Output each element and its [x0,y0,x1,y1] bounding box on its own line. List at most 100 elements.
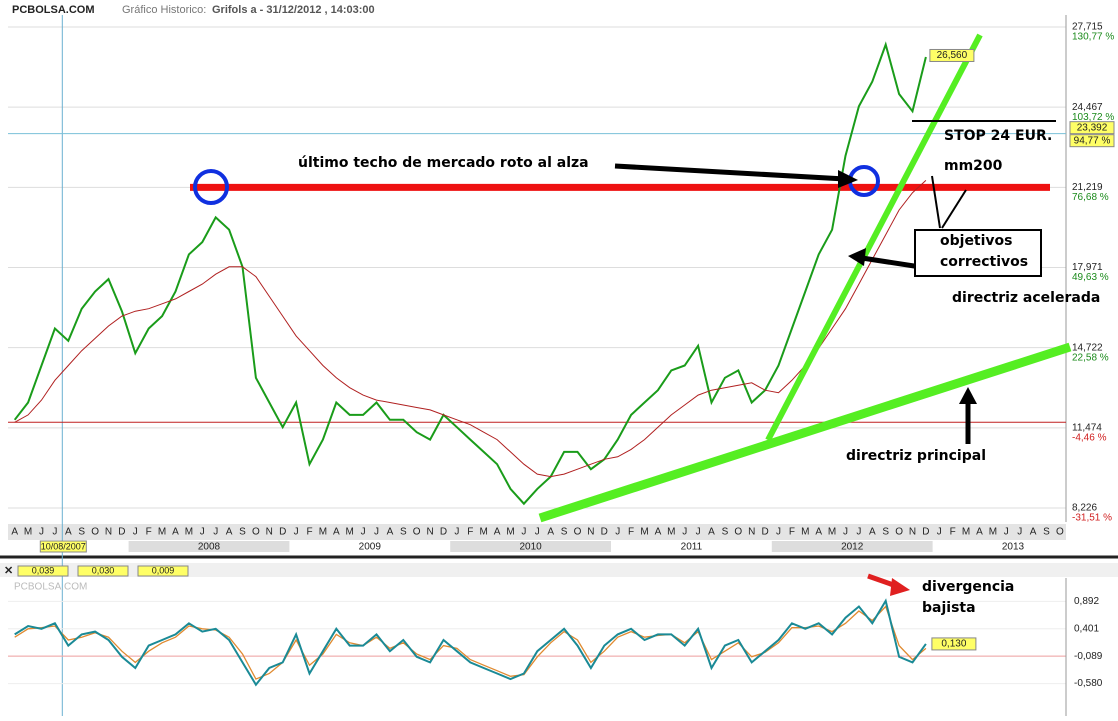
x-tick-label: J [682,527,687,538]
x-tick-label: J [454,527,459,538]
readout: 0,009 [152,565,175,575]
year-label: 2008 [198,542,221,553]
close-icon[interactable]: ✕ [4,565,13,577]
x-tick-label: M [480,527,488,538]
y-tick-label: 17,971 [1072,262,1103,273]
x-tick-label: M [346,527,354,538]
annotation: divergencia [922,579,1014,595]
x-tick-label: N [587,527,594,538]
x-tick-label: A [708,527,715,538]
x-tick-label: A [494,527,501,538]
readout-box [137,565,189,577]
x-tick-label: O [413,527,421,538]
y-tick-label: 27,715 [1072,22,1103,33]
cursor-price: 23,392 [1077,122,1108,133]
x-tick-label: N [266,527,273,538]
cursor-date: 10/08/2007 [41,541,86,551]
x-tick-label: A [655,527,662,538]
osc-toolbar [0,563,1118,577]
x-tick-label: J [1004,527,1009,538]
x-tick-label: F [467,527,473,538]
x-tick-label: A [976,527,983,538]
x-tick-label: J [856,527,861,538]
annotation: último techo de mercado roto al alza [298,155,589,171]
x-tick-label: D [922,527,929,538]
osc-line [14,598,927,687]
x-tick-label: O [734,527,742,538]
osc-last-box [931,637,977,651]
year-label: 2012 [841,542,864,553]
year-label: 2011 [681,542,703,553]
x-tick-label: J [776,527,781,538]
x-tick-label: M [640,527,648,538]
x-tick-label: A [333,527,340,538]
x-tick-label: S [1043,527,1050,538]
x-tick-label: F [146,527,152,538]
year-band [771,541,933,552]
year-band [450,541,611,552]
x-tick-label: F [306,527,312,538]
x-tick-label: A [815,527,822,538]
accelerated-trendline [765,33,983,442]
x-tick-label: N [748,527,755,538]
annotation: correctivos [940,254,1028,270]
x-tick-label: D [601,527,608,538]
annotation-box [914,229,1042,277]
x-tick-label: S [400,527,407,538]
x-tick-label: J [213,527,218,538]
main-trendline [538,342,1072,523]
x-tick-label: J [535,527,540,538]
x-tick-label: J [133,527,138,538]
y2-tick-label: 103,72 % [1072,112,1114,123]
x-tick-label: S [561,527,568,538]
date-box [39,540,87,553]
x-tick-label: J [1017,527,1022,538]
header-label: Gráfico Historico: [122,4,206,16]
x-tick-label: F [950,527,956,538]
x-tick-label: N [105,527,112,538]
y-tick-label: 21,219 [1072,182,1103,193]
y2-tick-label: -4,46 % [1072,432,1107,443]
x-tick-label: M [989,527,997,538]
arrow [614,163,846,182]
x-tick-label: A [11,527,18,538]
header-subject: Grifols a - 31/12/2012 , 14:03:00 [212,4,375,16]
x-tick-label: D [279,527,286,538]
x-tick-label: J [521,527,526,538]
arrowhead [848,248,866,266]
x-tick-label: M [319,527,327,538]
arrowhead [890,578,910,596]
cursor-pct-box [1069,134,1115,148]
year-label: 2013 [1002,542,1025,553]
annotation: objetivos [940,233,1013,249]
y2-tick-label: 49,63 % [1072,272,1109,283]
readout-box [17,565,69,577]
x-tick-label: D [118,527,125,538]
cursor-price-box [1069,121,1115,135]
annotation: STOP 24 EUR. [944,128,1052,144]
x-tick-label: M [506,527,514,538]
osc-last: 0,130 [941,639,966,650]
cursor-pct: 94,77 % [1074,135,1111,146]
arrowhead [838,170,858,188]
x-tick-label: J [843,527,848,538]
y2-tick-label: -31,51 % [1072,513,1112,524]
x-tick-label: S [239,527,246,538]
x-tick-label: J [374,527,379,538]
annotation: directriz principal [846,448,986,464]
x-tick-label: M [185,527,193,538]
x-tick-label: J [52,527,57,538]
x-tick-label: J [361,527,366,538]
x-tick-label: J [937,527,942,538]
y2-tick-label: 22,58 % [1072,352,1109,363]
x-tick-label: D [761,527,768,538]
x-tick-label: O [895,527,903,538]
price-line [13,41,927,506]
x-tick-label: A [65,527,72,538]
x-tick-label: M [828,527,836,538]
annotation: directriz acelerada [952,290,1100,306]
x-tick-label: M [667,527,675,538]
circle [193,169,229,205]
x-tick-label: A [172,527,179,538]
osc-tick-label: -0,089 [1074,651,1103,662]
